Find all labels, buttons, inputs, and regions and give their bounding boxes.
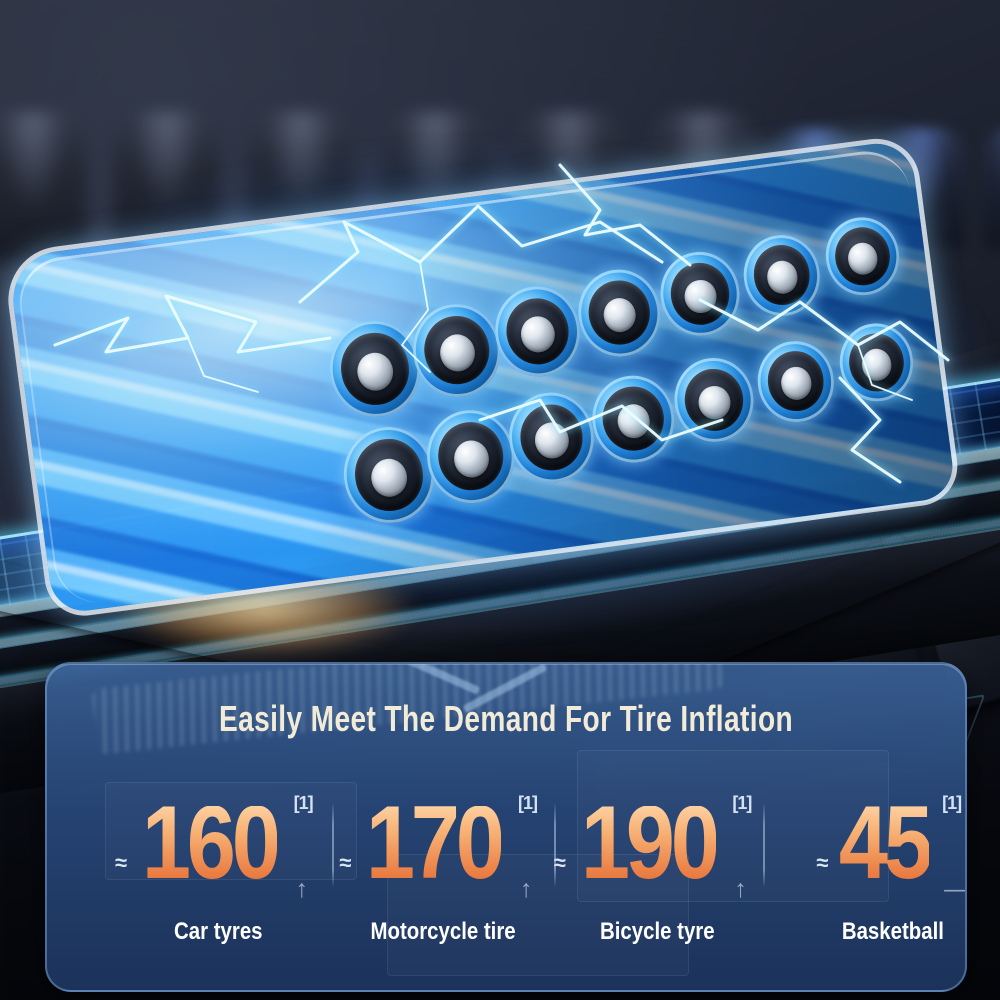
stat-value-group: ≈ 190 [1] ↑ [553, 785, 761, 902]
stat-divider [332, 804, 334, 886]
up-arrow-icon: ↑ [519, 875, 533, 903]
panel-circuit-decor [105, 782, 357, 880]
approx-symbol: ≈ [553, 850, 566, 875]
stat-value-group: ≈ 45 [1] — [816, 785, 965, 902]
stat-side: [1] ↑ [518, 793, 546, 902]
stat-motorcycle-tire: ≈ 170 [1] ↑ Motorcycle tire [332, 785, 554, 946]
stat-basketball: ≈ 45 [1] — Basketball [816, 785, 965, 946]
approx-symbol: ≈ [114, 850, 128, 875]
stat-side: [1] — [942, 793, 965, 902]
approx-symbol: ≈ [339, 850, 352, 875]
dash-icon: — [944, 875, 967, 903]
stat-value: 170 [366, 785, 505, 902]
up-arrow-icon: ↑ [295, 875, 309, 903]
stat-label: Motorcycle tire [370, 918, 516, 945]
stat-divider [554, 804, 556, 886]
stats-row: ≈ 160 [1] ↑ Car tyres ≈ 170 [1] ↑ [47, 785, 965, 946]
footnote-marker: [1] [942, 793, 962, 813]
stat-value: 45 [839, 785, 933, 902]
capacitor-shape [984, 128, 1000, 248]
stat-value-group: ≈ 170 [1] ↑ [332, 785, 554, 902]
stat-label: Car tyres [174, 918, 263, 945]
panel-circuit-decor [577, 750, 889, 902]
footnote-marker: [1] [517, 793, 538, 813]
stat-bicycle-tyre: ≈ 190 [1] ↑ Bicycle tyre [553, 785, 817, 946]
panel-title: Easily Meet The Demand For Tire Inflatio… [218, 698, 794, 739]
stat-side: [1] ↑ [732, 793, 760, 902]
footnote-marker: [1] [732, 793, 752, 813]
stat-car-tyres: ≈ 160 [1] ↑ Car tyres [47, 785, 332, 946]
stat-value-group: ≈ 160 [1] ↑ [105, 785, 332, 902]
panel-circuit-decor [387, 854, 689, 976]
stat-divider [763, 804, 765, 886]
capacitor-shape [0, 112, 86, 262]
stat-value: 190 [580, 785, 720, 902]
footnote-marker: [1] [293, 793, 314, 813]
stat-label: Basketball [842, 918, 945, 945]
info-panel: Easily Meet The Demand For Tire Inflatio… [45, 662, 967, 992]
stat-side: [1] ↑ [294, 793, 322, 902]
stat-label: Bicycle tyre [599, 918, 715, 945]
approx-symbol: ≈ [816, 850, 829, 875]
up-arrow-icon: ↑ [734, 875, 747, 903]
stat-value: 160 [141, 785, 281, 902]
